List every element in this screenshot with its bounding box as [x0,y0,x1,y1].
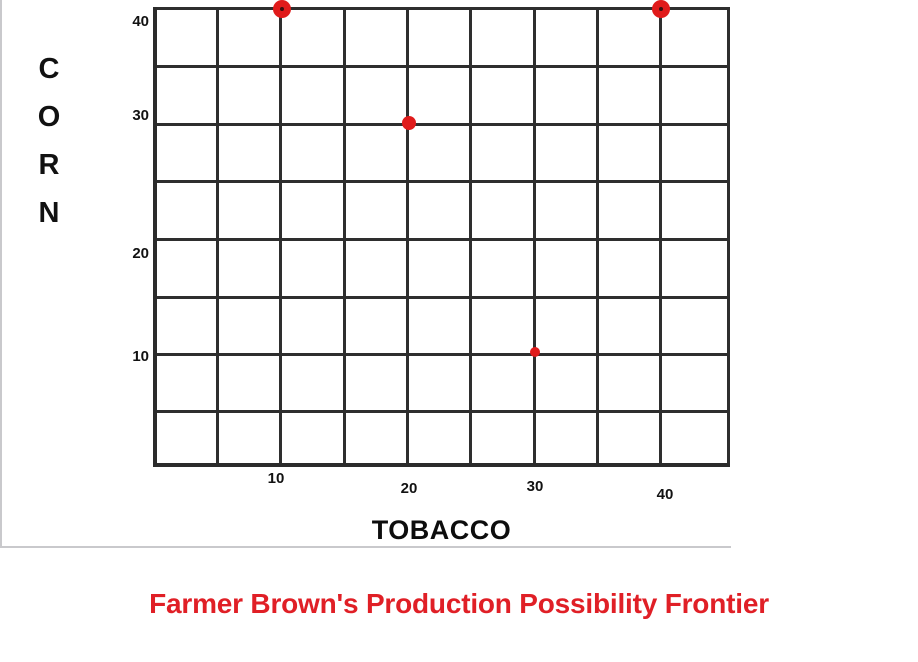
grid-line-horizontal [153,180,730,183]
y-axis-tick-label: 20 [132,245,149,262]
y-axis-title-letter-2: O [37,101,61,133]
grid-line-vertical [406,7,409,467]
y-axis-tick-labels: 10 20 30 40 [105,0,149,480]
data-point [402,116,416,130]
x-axis-tick-labels: 10 20 30 40 [153,470,753,510]
grid-line-horizontal [153,7,730,10]
grid-line-vertical [727,7,730,467]
y-axis-tick-label: 30 [132,107,149,124]
y-axis-tick-label: 40 [132,13,149,30]
data-point [530,347,540,357]
grid-line-vertical [659,7,662,467]
x-axis-tick-label: 20 [400,480,418,497]
x-axis-tick-label: 10 [267,470,285,487]
chart-card: C O R N 10 20 30 40 10 20 30 40 TOBACCO [0,0,731,548]
x-axis-title: TOBACCO [371,515,512,545]
figure-caption: Farmer Brown's Production Possibility Fr… [149,588,769,619]
grid-line-horizontal [153,353,730,356]
grid-line-vertical [343,7,346,467]
plot-area [153,0,730,467]
grid-line-vertical [469,7,472,467]
x-axis-tick-label: 40 [656,486,674,503]
grid-line-horizontal [153,238,730,241]
x-axis-tick-label: 30 [526,478,544,495]
grid-line-vertical [596,7,599,467]
data-point [652,0,670,18]
data-point [273,0,291,18]
grid-line-vertical [216,7,219,467]
x-axis-line [153,463,730,467]
grid-line-horizontal [153,410,730,413]
y-axis-title: C O R N [26,45,72,237]
grid-line-horizontal [153,65,730,68]
grid-line-horizontal [153,296,730,299]
grid-line-horizontal [153,123,730,126]
y-axis-tick-label: 10 [132,348,149,365]
y-axis-title-letter-4: N [38,197,60,229]
grid-line-vertical [533,7,536,467]
y-axis-title-letter-1: C [38,53,60,85]
y-axis-title-letter-3: R [38,149,60,181]
y-axis-line [153,7,157,467]
grid-line-vertical [279,7,282,467]
